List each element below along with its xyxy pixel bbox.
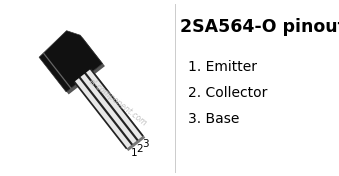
Text: 3. Base: 3. Base <box>188 112 239 126</box>
Polygon shape <box>42 33 105 94</box>
Text: 2SA564-O pinout: 2SA564-O pinout <box>180 18 339 36</box>
Text: 1: 1 <box>131 148 138 158</box>
Text: 2. Collector: 2. Collector <box>188 86 267 100</box>
Polygon shape <box>39 31 102 92</box>
Text: 2: 2 <box>136 144 143 154</box>
Text: 1. Emitter: 1. Emitter <box>188 60 257 74</box>
Text: 3: 3 <box>142 139 148 149</box>
Text: el-component.com: el-component.com <box>87 76 149 128</box>
